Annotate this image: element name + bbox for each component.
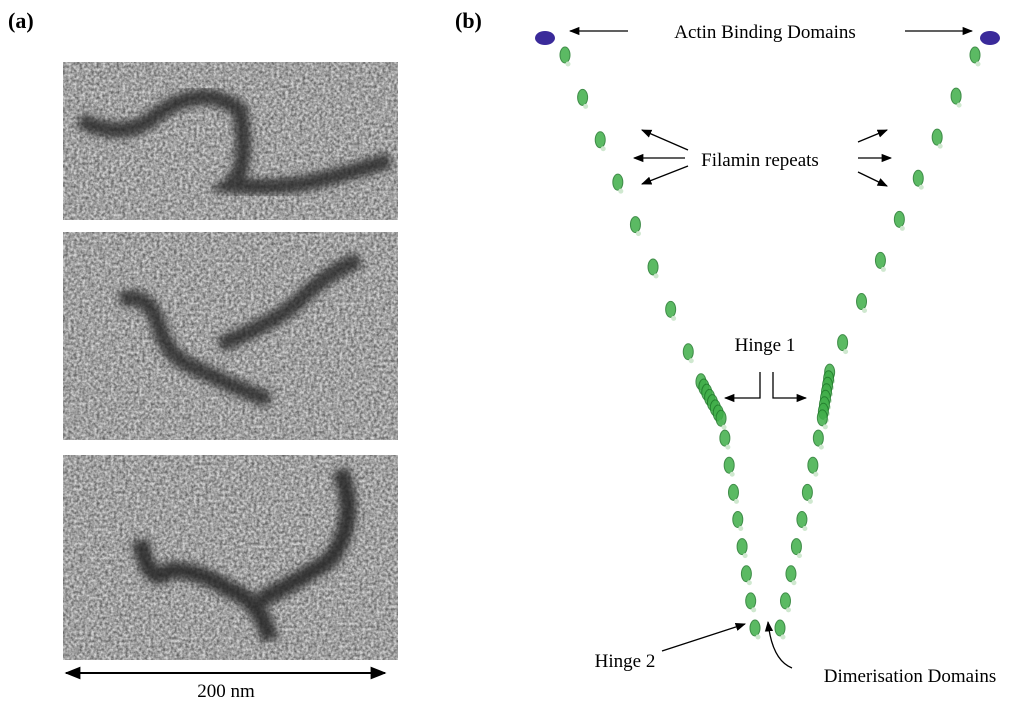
repeat-domain <box>723 456 735 474</box>
linker <box>956 102 962 108</box>
linker <box>802 525 808 531</box>
repeat-domain <box>912 169 924 187</box>
repeat-domain <box>740 565 752 583</box>
linker <box>862 308 868 314</box>
repeat-domain <box>727 483 739 501</box>
repeat-domain <box>812 429 824 447</box>
micrographs <box>63 62 398 660</box>
repeat-domain <box>774 619 786 637</box>
repeat-domain <box>719 429 731 447</box>
linker <box>635 231 641 237</box>
repeat-domain <box>816 409 828 427</box>
linker <box>751 607 757 613</box>
repeat-domain <box>736 538 748 556</box>
linker <box>600 146 606 152</box>
annotation: Actin Binding Domains <box>674 22 856 43</box>
linker <box>822 424 828 430</box>
arrows <box>568 26 974 669</box>
linker <box>671 315 677 321</box>
linker <box>725 444 731 450</box>
filamin-chains <box>535 31 1000 640</box>
repeat-domain <box>745 592 757 610</box>
panel-label: (b) <box>455 8 482 33</box>
linker <box>729 471 735 477</box>
repeat-domain <box>796 510 808 528</box>
repeat-domain <box>779 592 791 610</box>
linker <box>807 498 813 504</box>
repeat-domain <box>732 510 744 528</box>
repeat-domain <box>665 300 677 318</box>
linker <box>746 580 752 586</box>
repeat-domain <box>785 565 797 583</box>
repeat-domain <box>682 343 694 361</box>
repeat-domain <box>790 538 802 556</box>
panel-label: (a) <box>8 8 34 33</box>
linker <box>688 358 694 364</box>
linker <box>618 188 624 194</box>
linker <box>738 525 744 531</box>
linker <box>791 580 797 586</box>
linker <box>796 553 802 559</box>
repeat-domain <box>807 456 819 474</box>
linker <box>583 103 589 109</box>
repeat-domain <box>594 131 606 149</box>
actin-domain <box>535 31 555 45</box>
repeat-domain <box>931 128 943 146</box>
repeat-domain <box>874 251 886 269</box>
repeat-domain <box>801 483 813 501</box>
annotation: Hinge 2 <box>595 651 656 672</box>
scale-label: 200 nm <box>197 681 255 702</box>
repeat-domain <box>715 409 727 427</box>
linker <box>780 634 786 640</box>
repeat-domain <box>837 334 849 352</box>
linker <box>755 634 761 640</box>
repeat-domain <box>749 619 761 637</box>
linker <box>733 498 739 504</box>
repeat-domain <box>612 173 624 191</box>
linker <box>818 444 824 450</box>
actin-domain <box>980 31 1000 45</box>
linker <box>975 61 981 67</box>
linker <box>565 61 571 67</box>
linker <box>899 225 905 231</box>
repeat-domain <box>647 258 659 276</box>
linker <box>937 143 943 149</box>
repeat-domain <box>856 293 868 311</box>
linker <box>880 266 886 272</box>
repeat-domain <box>950 87 962 105</box>
linker <box>785 607 791 613</box>
linker <box>813 471 819 477</box>
annotation: Hinge 1 <box>735 335 796 356</box>
linker <box>918 184 924 190</box>
annotation: Dimerisation Domains <box>824 666 997 687</box>
linker <box>721 424 727 430</box>
linker <box>742 553 748 559</box>
repeat-domain <box>577 88 589 106</box>
repeat-domain <box>893 210 905 228</box>
annotation: Filamin repeats <box>701 150 819 171</box>
repeat-domain <box>629 216 641 234</box>
repeat-domain <box>559 46 571 64</box>
linker <box>843 349 849 355</box>
repeat-domain <box>969 46 981 64</box>
linker <box>653 273 659 279</box>
